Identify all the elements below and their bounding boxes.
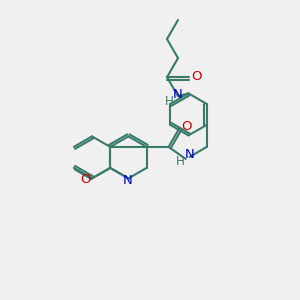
Text: N: N	[185, 148, 194, 161]
Text: H: H	[165, 95, 173, 108]
Text: N: N	[122, 174, 132, 187]
Text: O: O	[181, 120, 192, 133]
Text: H: H	[176, 155, 185, 168]
Text: N: N	[173, 88, 183, 101]
Text: O: O	[80, 173, 90, 186]
Text: O: O	[191, 70, 201, 83]
